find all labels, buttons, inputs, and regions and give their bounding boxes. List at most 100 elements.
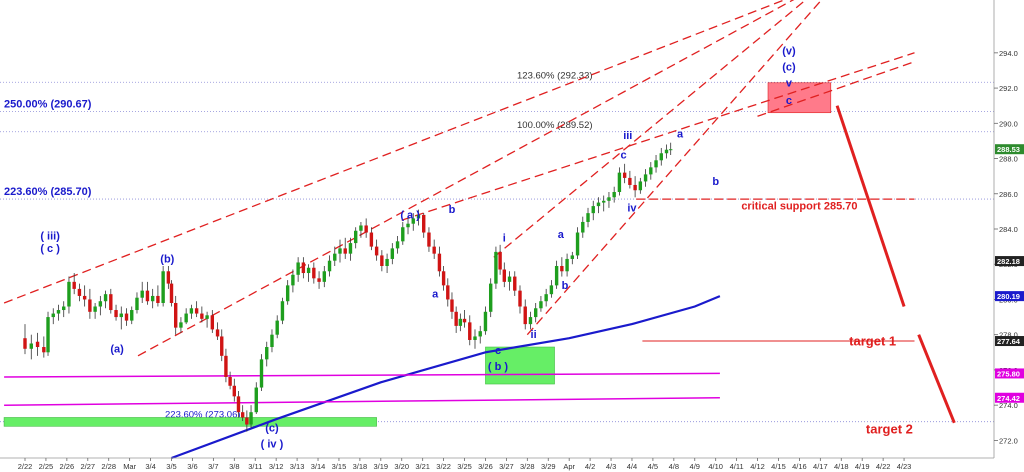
wave-label: b	[562, 280, 569, 292]
candle-body	[628, 177, 632, 185]
candle-body	[659, 153, 663, 161]
candle-body	[498, 251, 502, 270]
fib-level-label: 223.60% (285.70)	[4, 186, 92, 198]
x-tick-label: 3/19	[374, 462, 389, 471]
x-tick-label: 3/7	[208, 462, 218, 471]
x-tick-label: 3/14	[311, 462, 326, 471]
x-tick-label: Mar	[123, 462, 136, 471]
x-tick-label: 3/12	[269, 462, 284, 471]
wave-label: c	[621, 150, 627, 162]
candle-body	[406, 223, 410, 228]
candle-body	[72, 281, 76, 289]
candle-body	[35, 341, 40, 348]
fib-level-label: 223.60% (273.06)	[165, 410, 241, 421]
candle-body	[638, 181, 643, 191]
wave-label: a	[432, 289, 439, 301]
candle-body	[109, 294, 113, 311]
candle-body	[145, 290, 150, 302]
candle-body	[322, 271, 326, 282]
y-tick-label: 294.0	[999, 49, 1018, 58]
x-tick-label: 2/26	[60, 462, 75, 471]
candle-body	[114, 310, 118, 318]
candle-body	[306, 267, 311, 274]
candle-body	[395, 241, 400, 249]
price-tag-label: 280.19	[997, 292, 1020, 301]
candle-body	[259, 359, 264, 388]
candle-body	[369, 232, 374, 247]
candle-body	[232, 385, 236, 397]
candle-body	[612, 192, 616, 198]
wave-label: ( a )	[400, 209, 420, 221]
candle-body	[343, 248, 347, 254]
trend-line	[171, 295, 721, 460]
candle-body	[285, 285, 290, 302]
price-tag	[995, 144, 1024, 155]
candle-body	[437, 253, 442, 272]
x-tick-label: 3/27	[499, 462, 514, 471]
zone-box	[767, 82, 832, 114]
x-tick-label: 3/22	[436, 462, 451, 471]
price-tag	[995, 368, 1024, 379]
wave-label: a	[677, 128, 684, 140]
candle-body	[338, 248, 342, 254]
candle-body	[56, 310, 61, 314]
wave-label: (a)	[110, 343, 124, 355]
wave-label: (b)	[160, 253, 174, 265]
wave-label: ( b )	[488, 361, 508, 373]
wave-label: c	[786, 95, 792, 107]
zone-box	[485, 346, 555, 385]
candle-body	[265, 347, 269, 360]
candle-body	[62, 306, 66, 311]
candle-body	[458, 318, 463, 326]
candle-body	[67, 281, 71, 307]
candle-body	[544, 294, 548, 302]
x-tick-label: 4/16	[792, 462, 807, 471]
x-tick-label: 2/28	[101, 462, 116, 471]
annotation-label: critical support 285.70	[741, 201, 857, 213]
candle-body	[189, 308, 194, 314]
annotations: critical support 285.70 target 1 target 2	[741, 201, 913, 437]
price-tag	[995, 291, 1024, 302]
candle-body	[523, 306, 527, 325]
x-tick-label: 3/29	[541, 462, 556, 471]
candle-body	[124, 313, 129, 321]
wave-label: iii	[623, 130, 632, 142]
candle-body	[411, 218, 415, 224]
x-tick-label: 4/18	[834, 462, 849, 471]
candle-body	[205, 315, 209, 319]
x-tick-label: 3/25	[457, 462, 472, 471]
wave-label: b	[449, 204, 456, 216]
candle-body	[348, 243, 353, 254]
candle-body	[169, 283, 174, 303]
x-tick-label: 3/6	[187, 462, 197, 471]
zone-boxes	[3, 82, 832, 427]
y-tick-label: 292.0	[999, 84, 1018, 93]
candle-body	[150, 295, 155, 302]
x-tick-label: 3/28	[520, 462, 535, 471]
candle-body	[194, 308, 199, 314]
candle-body	[215, 329, 220, 337]
candle-body	[312, 267, 316, 279]
candle-body	[184, 313, 188, 323]
wave-label: ( c )	[40, 243, 60, 255]
candle-body	[296, 262, 300, 275]
candle-body	[422, 214, 426, 233]
candle-body	[46, 317, 50, 353]
candle-body	[173, 302, 178, 328]
x-tick-label: 4/8	[669, 462, 679, 471]
candle-body	[88, 299, 92, 312]
y-tick-label: 288.0	[999, 155, 1018, 164]
x-tick-label: 2/22	[18, 462, 33, 471]
candle-body	[502, 269, 506, 282]
candle-body	[98, 301, 103, 307]
wave-label: iv	[627, 202, 637, 214]
candle-body	[228, 376, 232, 386]
wave-label: (c)	[782, 61, 796, 73]
candle-body	[220, 336, 224, 356]
candle-body	[200, 313, 204, 319]
price-tag	[995, 256, 1024, 267]
x-tick-label: 4/2	[585, 462, 595, 471]
candle-body	[245, 417, 249, 425]
